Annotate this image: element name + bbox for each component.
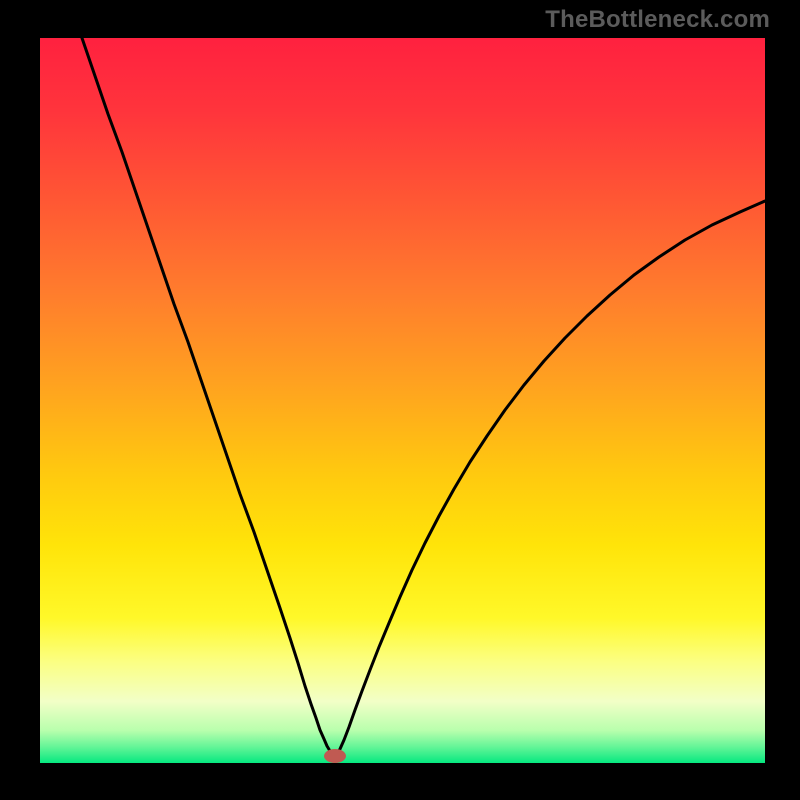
- minimum-marker: [324, 749, 346, 763]
- bottleneck-curve: [82, 38, 765, 756]
- chart-canvas: TheBottleneck.com: [0, 0, 800, 800]
- chart-svg: [0, 0, 800, 800]
- watermark-text: TheBottleneck.com: [545, 6, 770, 34]
